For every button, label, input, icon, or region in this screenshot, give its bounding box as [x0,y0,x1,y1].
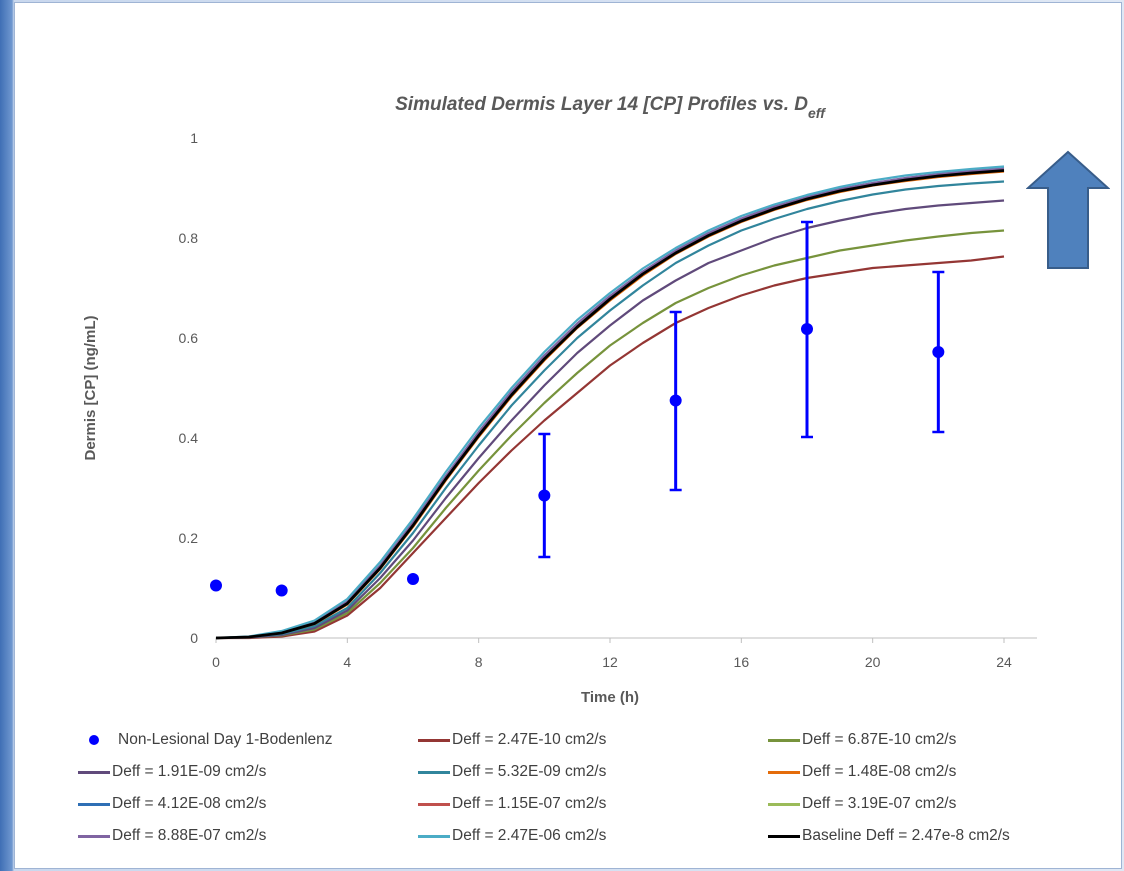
legend-item: Deff = 4.12E-08 cm2/s [78,794,418,814]
legend-marker-line [768,738,800,742]
series-line-7 [215,168,1005,640]
observed-point [932,346,945,358]
legend-item: Deff = 2.47E-10 cm2/s [418,730,768,750]
legend-marker-dot [89,735,99,745]
legend-label: Deff = 6.87E-10 cm2/s [802,731,957,748]
legend-item: Deff = 8.88E-07 cm2/s [78,826,418,846]
x-tick-label: 8 [475,654,483,670]
x-tick-label: 20 [865,654,881,670]
observed-point [275,584,288,597]
up-arrow-icon [1025,150,1111,277]
series-line-1 [216,255,1005,640]
legend-label: Deff = 8.88E-07 cm2/s [112,827,267,844]
series-line-11 [215,169,1005,640]
legend-label: Non-Lesional Day 1-Bodenlenz [118,731,333,748]
legend-item: Non-Lesional Day 1-Bodenlenz [78,730,418,750]
series-line-5 [215,170,1005,640]
x-axis-label: Time (h) [581,689,639,706]
observed-point [210,579,222,592]
legend-marker-line [78,802,110,806]
series-line-10 [215,165,1005,640]
y-tick-label: 0.8 [179,230,199,246]
series-line-4 [215,180,1005,640]
legend-label: Deff = 2.47E-06 cm2/s [452,827,607,844]
legend-marker-line [768,770,800,774]
legend-item: Deff = 5.32E-09 cm2/s [418,762,768,782]
legend-label: Deff = 3.19E-07 cm2/s [802,795,957,812]
y-axis-label: Dermis [CP] (ng/mL) [82,315,99,460]
legend-item: Baseline Deff = 2.47e-8 cm2/s [768,826,1118,846]
observed-point [407,573,419,585]
legend-item: Deff = 1.48E-08 cm2/s [768,762,1118,782]
series-line-2 [215,229,1005,640]
legend-item: Deff = 1.91E-09 cm2/s [78,762,418,782]
y-tick-label: 0.4 [179,430,199,446]
observed-point [801,323,813,335]
chart-legend: Non-Lesional Day 1-Bodenlenz Deff = 2.47E… [78,730,1118,846]
x-tick-label: 12 [602,654,618,670]
legend-item: Deff = 6.87E-10 cm2/s [768,730,1118,750]
y-tick-label: 0.6 [179,330,199,346]
y-tick-label: 0 [190,630,198,646]
legend-marker-line [418,738,450,742]
legend-marker-line [768,834,800,838]
x-tick-label: 24 [996,654,1012,670]
legend-label: Deff = 1.91E-09 cm2/s [112,763,267,780]
legend-marker-line [418,834,450,838]
series-line-8 [215,167,1005,640]
legend-label: Deff = 1.48E-08 cm2/s [802,763,957,780]
observed-point [538,489,551,502]
legend-item: Deff = 2.47E-06 cm2/s [418,826,768,846]
legend-item: Deff = 1.15E-07 cm2/s [418,794,768,814]
y-tick-label: 0.2 [179,530,199,546]
x-tick-label: 4 [343,654,351,670]
series-line-6 [215,168,1005,640]
y-tick-label: 1 [190,130,198,146]
legend-marker-line [78,834,110,838]
chart-title: Simulated Dermis Layer 14 [CP] Profiles … [395,94,826,121]
legend-label: Deff = 1.15E-07 cm2/s [452,795,607,812]
series-line-9 [215,167,1005,640]
legend-marker-line [768,802,800,806]
legend-marker-line [78,770,110,774]
series-line-3 [215,199,1005,640]
legend-item: Deff = 3.19E-07 cm2/s [768,794,1118,814]
legend-label: Baseline Deff = 2.47e-8 cm2/s [802,827,1010,844]
legend-marker-line [418,802,450,806]
x-tick-label: 0 [212,654,220,670]
legend-label: Deff = 4.12E-08 cm2/s [112,795,267,812]
x-tick-label: 16 [734,654,750,670]
observed-point [669,394,682,407]
legend-label: Deff = 2.47E-10 cm2/s [452,731,607,748]
chart-panel [14,2,1122,869]
legend-marker-line [418,770,450,774]
legend-label: Deff = 5.32E-09 cm2/s [452,763,607,780]
